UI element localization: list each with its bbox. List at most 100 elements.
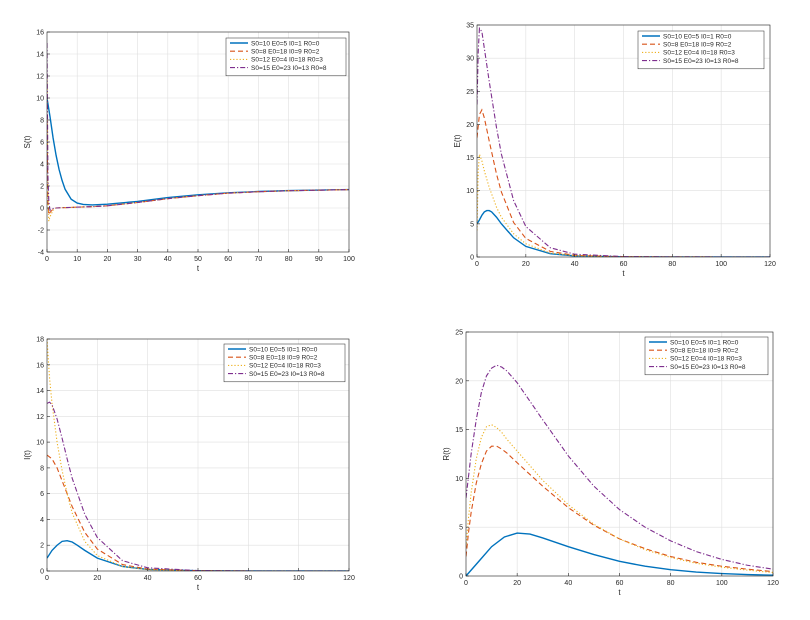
y-tick-label: 18 [36,337,44,344]
legend-label-2: S0=8 E0=18 I0=9 R0=2 [249,355,318,362]
y-tick-label: 2 [40,184,44,191]
y-tick-label: 0 [470,255,474,262]
x-axis-label: t [622,269,625,278]
x-tick-label: 40 [564,580,572,587]
series-line-4 [47,42,349,212]
chart-panel-et: 0 20 40 60 80 100 120 0 5 10 15 20 25 30 35 t E(t) S0=10 … [453,23,776,279]
y-tick-label: 15 [455,427,463,434]
legend: S0=10 E0=5 I0=1 R0=0 S0=8 E0=18 I0=9 R0=2… [644,336,769,376]
legend: S0=10 E0=5 I0=1 R0=0 S0=8 E0=18 I0=9 R0=2… [223,343,346,383]
x-tick-label: 80 [667,580,675,587]
chart-panel-rt: 0 20 40 60 80 100 120 0 5 10 15 20 25 t R(t) S0=10 E0=5… [442,330,779,598]
y-tick-label: -4 [38,250,44,257]
x-tick-label: 120 [764,261,776,268]
series-line-1 [466,532,773,576]
y-tick-label: 15 [466,155,474,162]
legend-label-3: S0=12 E0=4 I0=18 R0=3 [251,57,323,64]
x-tick-label: 30 [134,256,142,263]
y-tick-label: 0 [459,574,463,581]
legend-label-1: S0=10 E0=5 I0=1 R0=0 [670,339,739,346]
x-tick-label: 40 [144,575,152,582]
legend-label-2: S0=8 E0=18 I0=9 R0=2 [663,42,732,49]
x-tick-label: 60 [224,256,232,263]
x-tick-label: 120 [767,580,779,587]
x-tick-label: 0 [45,575,49,582]
legend-label-4: S0=15 E0=23 I0=13 R0=8 [663,58,739,65]
legend-label-3: S0=12 E0=4 I0=18 R0=3 [670,356,742,363]
y-tick-label: 14 [36,388,44,395]
legend-label-1: S0=10 E0=5 I0=1 R0=0 [663,33,732,40]
legend-box [644,336,769,376]
x-tick-label: 60 [620,261,628,268]
legend-label-3: S0=12 E0=4 I0=18 R0=3 [663,50,735,57]
chart-panel-st: 0 10 20 30 40 50 60 70 80 90 100 -4 -2 0 2 4 6 8 10 12 14 16 t… [23,30,355,274]
y-tick-label: 4 [40,517,44,524]
y-tick-label: 5 [470,221,474,228]
y-tick-label: 16 [36,30,44,37]
x-tick-label: 100 [343,256,355,263]
x-tick-label: 80 [285,256,293,263]
y-axis-label: I(t) [23,450,32,460]
y-tick-label: 10 [455,476,463,483]
y-tick-label: 10 [466,188,474,195]
y-tick-label: 4 [40,162,44,169]
legend-label-3: S0=12 E0=4 I0=18 R0=3 [249,363,321,370]
y-tick-label: 0 [40,569,44,576]
series-line-2 [47,119,349,217]
y-tick-label: 10 [36,440,44,447]
series-line-2 [466,445,773,573]
x-tick-label: 100 [715,261,727,268]
y-axis-label: S(t) [23,135,32,148]
x-tick-label: 20 [522,261,530,268]
y-tick-label: 16 [36,362,44,369]
y-tick-label: 2 [40,543,44,550]
x-tick-label: 0 [464,580,468,587]
x-tick-label: 80 [668,261,676,268]
y-tick-label: 12 [36,74,44,81]
legend-label-2: S0=8 E0=18 I0=9 R0=2 [251,49,320,56]
x-tick-label: 10 [73,256,81,263]
chart-panel-it: 0 20 40 60 80 100 120 0 2 4 6 8 10 12 14 16 18 t I(t) S0=10… [23,337,355,593]
series-line-4 [47,401,349,571]
x-tick-label: 50 [194,256,202,263]
y-tick-label: 8 [40,118,44,125]
x-axis-label: t [197,264,200,273]
legend: S0=10 E0=5 I0=1 R0=0 S0=8 E0=18 I0=9 R0=2… [225,37,347,77]
x-axis-label: t [197,583,200,592]
y-tick-label: 12 [36,414,44,421]
x-tick-label: 60 [616,580,624,587]
legend-box [637,30,765,70]
legend-label-4: S0=15 E0=23 I0=13 R0=8 [670,364,746,371]
x-tick-label: 120 [343,575,355,582]
legend-box [225,37,347,77]
y-tick-label: 35 [466,23,474,30]
y-axis-label: E(t) [453,134,462,147]
y-tick-label: 30 [466,56,474,63]
y-tick-label: 8 [40,465,44,472]
legend-label-1: S0=10 E0=5 I0=1 R0=0 [249,346,318,353]
y-axis-label: R(t) [442,447,451,461]
x-tick-label: 70 [255,256,263,263]
x-tick-label: 40 [571,261,579,268]
x-tick-label: 100 [293,575,305,582]
series-line-4 [466,364,773,570]
y-tick-label: 0 [40,206,44,213]
y-tick-label: 6 [40,491,44,498]
series-line-3 [47,339,349,571]
x-tick-label: 80 [244,575,252,582]
y-tick-label: -2 [38,228,44,235]
y-tick-label: 20 [466,122,474,129]
y-tick-label: 25 [455,330,463,337]
legend-box [223,343,346,383]
x-tick-label: 90 [315,256,323,263]
y-tick-label: 6 [40,140,44,147]
x-tick-label: 0 [45,256,49,263]
x-tick-label: 20 [513,580,521,587]
y-tick-label: 25 [466,89,474,96]
y-tick-label: 14 [36,52,44,59]
x-tick-label: 100 [716,580,728,587]
legend-label-1: S0=10 E0=5 I0=1 R0=0 [251,40,320,47]
y-tick-label: 20 [455,378,463,385]
